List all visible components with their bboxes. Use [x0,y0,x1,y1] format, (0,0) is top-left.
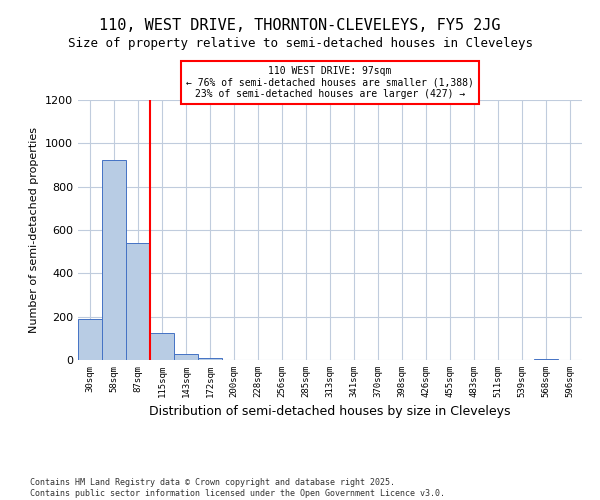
Y-axis label: Number of semi-detached properties: Number of semi-detached properties [29,127,40,333]
Text: 110 WEST DRIVE: 97sqm
← 76% of semi-detached houses are smaller (1,388)
23% of s: 110 WEST DRIVE: 97sqm ← 76% of semi-deta… [186,66,474,100]
Bar [102,160,126,360]
Bar [78,319,102,360]
Bar [150,333,174,360]
Bar [174,354,198,360]
Bar [126,243,150,360]
Bar [534,359,558,360]
Bar [198,358,222,360]
Text: Contains HM Land Registry data © Crown copyright and database right 2025.
Contai: Contains HM Land Registry data © Crown c… [30,478,445,498]
X-axis label: Distribution of semi-detached houses by size in Cleveleys: Distribution of semi-detached houses by … [149,406,511,418]
Text: Size of property relative to semi-detached houses in Cleveleys: Size of property relative to semi-detach… [67,38,533,51]
Text: 110, WEST DRIVE, THORNTON-CLEVELEYS, FY5 2JG: 110, WEST DRIVE, THORNTON-CLEVELEYS, FY5… [99,18,501,32]
